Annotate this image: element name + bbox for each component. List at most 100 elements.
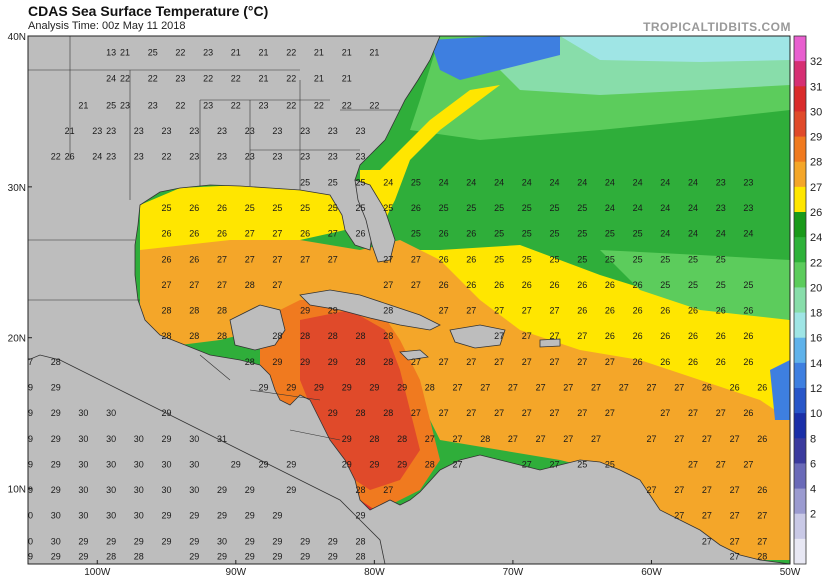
sst-value: 24	[605, 203, 615, 213]
sst-value: 30	[134, 485, 144, 495]
sst-value: 26	[577, 280, 587, 290]
sst-value: 28	[355, 357, 365, 367]
sst-value: 27	[508, 383, 518, 393]
sst-value: 24	[660, 229, 670, 239]
sst-value: 27	[300, 254, 310, 264]
sst-value: 27	[688, 460, 698, 470]
sst-value-labels: 13 21 25 22 23 21 21 22 21 21 21 24 22 22 23 22 22 21 22 21…	[23, 48, 767, 562]
sst-value: 26	[633, 357, 643, 367]
sst-value: 26	[522, 280, 532, 290]
sst-value: 23	[106, 152, 116, 162]
sst-value: 29	[342, 460, 352, 470]
sst-value: 29	[272, 511, 282, 521]
sst-value: 27	[563, 434, 573, 444]
sst-value: 26	[439, 280, 449, 290]
sst-value: 25	[161, 203, 171, 213]
sst-value: 27	[757, 536, 767, 546]
sst-value: 28	[189, 331, 199, 341]
map-title: CDAS Sea Surface Temperature (°C)	[28, 3, 269, 19]
sst-value: 21	[258, 73, 268, 83]
sst-value: 23	[743, 203, 753, 213]
sst-value: 26	[716, 357, 726, 367]
sst-value: 26	[549, 280, 559, 290]
sst-value: 27	[494, 331, 504, 341]
sst-value: 24	[605, 177, 615, 187]
colorbar-segment	[794, 388, 806, 414]
sst-value: 27	[522, 306, 532, 316]
colorbar-segment	[794, 237, 806, 263]
sst-value: 28	[300, 331, 310, 341]
sst-value: 30	[106, 511, 116, 521]
sst-value: 29	[300, 552, 310, 562]
sst-value: 28	[425, 383, 435, 393]
sst-value: 26	[757, 383, 767, 393]
sst-value: 24	[688, 229, 698, 239]
land-puerto-rico	[539, 338, 561, 348]
sst-value: 28	[383, 357, 393, 367]
sst-value: 26	[466, 254, 476, 264]
sst-value: 29	[189, 552, 199, 562]
sst-value: 27	[549, 408, 559, 418]
analysis-time: Analysis Time: 00z May 11 2018	[28, 20, 186, 32]
sst-value: 22	[203, 73, 213, 83]
sst-value: 26	[355, 229, 365, 239]
sst-value: 29	[23, 408, 33, 418]
sst-value: 27	[702, 536, 712, 546]
sst-value: 30	[217, 536, 227, 546]
sst-value: 30	[106, 485, 116, 495]
sst-value: 23	[258, 100, 268, 110]
sst-value: 27	[411, 408, 421, 418]
colorbar-segment	[794, 36, 806, 62]
sst-value: 27	[522, 408, 532, 418]
sst-value: 27	[411, 357, 421, 367]
sst-value: 27	[508, 434, 518, 444]
sst-value: 26	[605, 306, 615, 316]
sst-value: 29	[78, 552, 88, 562]
sst-value: 27	[743, 460, 753, 470]
sst-value: 25	[716, 254, 726, 264]
sst-value: 24	[106, 73, 116, 83]
colorbar-label: 10	[810, 408, 822, 420]
sst-value: 29	[51, 460, 61, 470]
sst-value: 29	[258, 460, 268, 470]
sst-value: 27	[466, 357, 476, 367]
sst-value: 26	[688, 331, 698, 341]
sst-value: 30	[106, 408, 116, 418]
sst-value: 26	[633, 280, 643, 290]
colorbar-label: 8	[810, 433, 816, 445]
sst-value: 23	[203, 100, 213, 110]
sst-value: 27	[411, 254, 421, 264]
sst-value: 27	[702, 485, 712, 495]
sst-value: 26	[716, 331, 726, 341]
sst-value: 27	[591, 434, 601, 444]
sst-value: 27	[716, 408, 726, 418]
sst-value: 26	[743, 306, 753, 316]
sst-value: 28	[355, 485, 365, 495]
sst-value: 25	[716, 280, 726, 290]
sst-value: 25	[522, 229, 532, 239]
sst-value: 30	[134, 434, 144, 444]
sst-value: 21	[369, 48, 379, 58]
sst-value: 28	[383, 408, 393, 418]
sst-value: 29	[300, 357, 310, 367]
map-plot-area: 13 21 25 22 23 21 21 22 21 21 21 24 22 22 23 22 22 21 22 21…	[23, 36, 790, 564]
sst-value: 27	[161, 280, 171, 290]
sst-value: 28	[245, 357, 255, 367]
sst-value: 21	[65, 126, 75, 136]
sst-value: 24	[577, 177, 587, 187]
sst-value: 30	[106, 460, 116, 470]
colorbar-label: 14	[810, 358, 822, 370]
sst-value: 27	[605, 408, 615, 418]
sst-value: 21	[231, 48, 241, 58]
colorbar-label: 30	[810, 106, 822, 118]
sst-value: 27	[272, 280, 282, 290]
sst-value: 23	[161, 126, 171, 136]
sst-value: 26	[65, 152, 75, 162]
sst-value: 29	[245, 552, 255, 562]
sst-value: 21	[314, 73, 324, 83]
sst-value: 30	[78, 408, 88, 418]
colorbar-segment	[794, 312, 806, 339]
sst-value: 30	[134, 460, 144, 470]
sst-value: 26	[466, 229, 476, 239]
sst-value: 27	[494, 306, 504, 316]
